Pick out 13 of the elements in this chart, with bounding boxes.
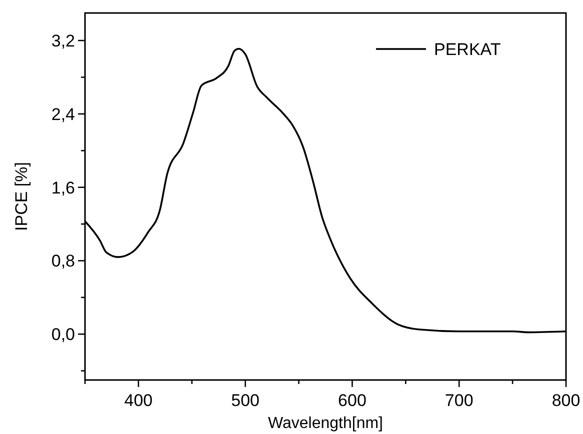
y-tick-label: 0,0 xyxy=(51,325,75,344)
x-tick-label: 600 xyxy=(338,391,366,410)
y-tick-label: 1,6 xyxy=(51,178,75,198)
x-tick-label: 500 xyxy=(231,391,260,410)
y-tick-label: 0,8 xyxy=(51,252,75,271)
x-tick-label: 700 xyxy=(444,391,474,410)
x-tick-label: 800 xyxy=(552,391,580,410)
x-axis-title: Wavelength[nm] xyxy=(268,415,384,432)
y-tick-label: 3,2 xyxy=(51,32,75,51)
x-tick-label: 400 xyxy=(124,391,153,410)
y-tick-label: 2,4 xyxy=(51,104,75,124)
y-axis-title: IPCE [%] xyxy=(12,162,31,231)
legend-label: PERKAT xyxy=(434,40,501,59)
